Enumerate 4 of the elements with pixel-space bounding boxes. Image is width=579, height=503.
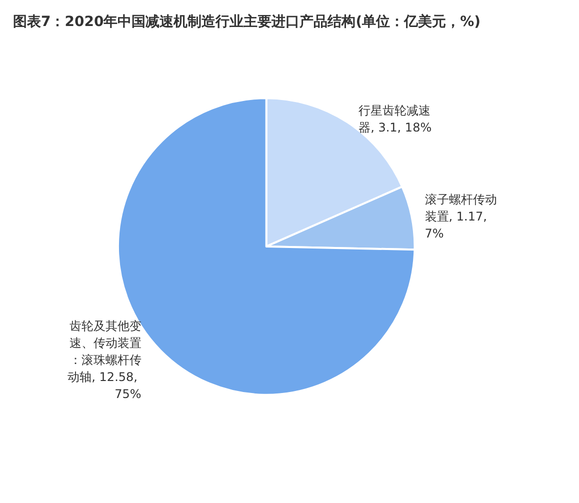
slice-label: 齿轮及其他变速、传动装置：滚珠螺杆传动轴, 12.58, 75% [68,319,142,402]
slice-label: 行星齿轮减速器, 3.1, 18% [358,103,432,134]
slice-label: 滚子螺杆传动装置, 1.17, 7% [424,192,497,241]
chart-title: 图表7：2020年中国减速机制造行业主要进口产品结构(单位：亿美元，%) [13,13,481,30]
